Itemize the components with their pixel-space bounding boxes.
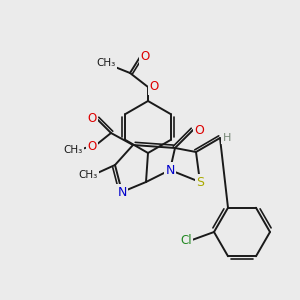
Text: O: O (149, 80, 159, 94)
Text: O: O (87, 112, 97, 125)
Text: N: N (117, 185, 127, 199)
Text: N: N (165, 164, 175, 176)
Text: CH₃: CH₃ (78, 170, 98, 180)
Text: O: O (194, 124, 204, 136)
Text: H: H (223, 133, 231, 143)
Text: CH₃: CH₃ (96, 58, 116, 68)
Text: O: O (140, 50, 150, 64)
Text: O: O (87, 140, 97, 154)
Text: CH₃: CH₃ (63, 145, 82, 155)
Text: Cl: Cl (180, 233, 192, 247)
Text: S: S (196, 176, 204, 188)
